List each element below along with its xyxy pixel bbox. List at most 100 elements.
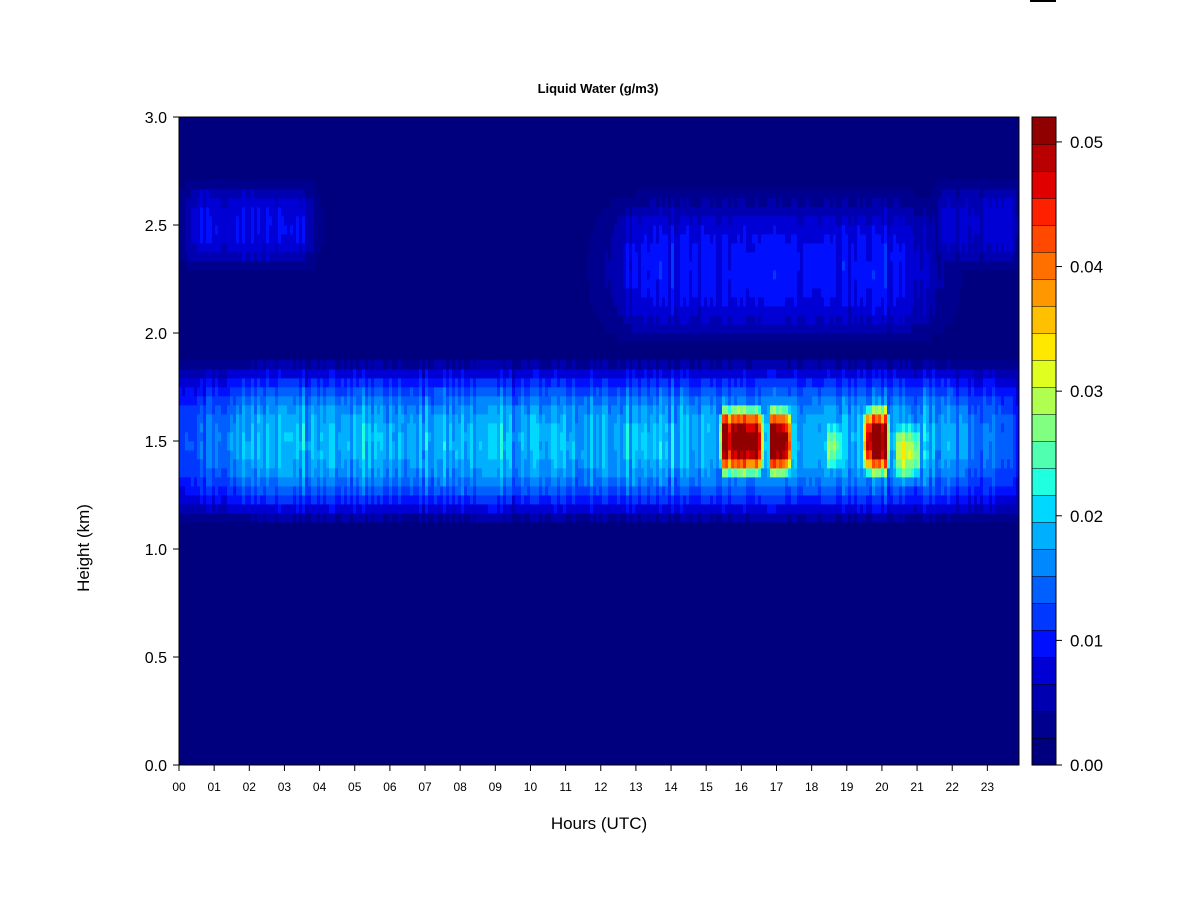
heatmap-cell [281, 378, 285, 388]
heatmap-cell [626, 486, 630, 496]
heatmap-cell [692, 297, 696, 307]
heatmap-cell [647, 333, 651, 343]
heatmap-cell [452, 360, 456, 370]
heatmap-cell [728, 378, 732, 388]
heatmap-cell [542, 396, 546, 406]
heatmap-cell [230, 198, 234, 208]
heatmap-cell [398, 414, 402, 424]
heatmap-cell [242, 414, 246, 424]
heatmap-cell [692, 414, 696, 424]
heatmap-cell [305, 504, 309, 514]
heatmap-cell [341, 423, 345, 433]
heatmap-cell [182, 441, 186, 451]
heatmap-cell [401, 477, 405, 487]
heatmap-cell [665, 261, 669, 271]
heatmap-cell [593, 405, 597, 415]
heatmap-cell [371, 477, 375, 487]
heatmap-cell [311, 504, 315, 514]
heatmap-cell [440, 387, 444, 397]
heatmap-cell [335, 468, 339, 478]
heatmap-cell [275, 405, 279, 415]
heatmap-cell [590, 495, 594, 505]
heatmap-cell [506, 441, 510, 451]
heatmap-cell [377, 378, 381, 388]
heatmap-cell [443, 405, 447, 415]
heatmap-cell [725, 234, 729, 244]
heatmap-cell [653, 495, 657, 505]
heatmap-cell [722, 333, 726, 343]
heatmap-cell [218, 216, 222, 226]
heatmap-cell [290, 378, 294, 388]
heatmap-cell [194, 477, 198, 487]
heatmap-cell [692, 207, 696, 217]
heatmap-cell [707, 315, 711, 325]
heatmap-cell [641, 459, 645, 469]
heatmap-cell [635, 432, 639, 442]
heatmap-cell [194, 369, 198, 379]
heatmap-cell [470, 378, 474, 388]
heatmap-cell [311, 396, 315, 406]
heatmap-cell [749, 495, 753, 505]
heatmap-cell [680, 495, 684, 505]
heatmap-cell [557, 405, 561, 415]
heatmap-cell [542, 360, 546, 370]
heatmap-cell [695, 207, 699, 217]
heatmap-cell [641, 504, 645, 514]
heatmap-cell [254, 261, 258, 271]
heatmap-cell [275, 495, 279, 505]
heatmap-cell [290, 477, 294, 487]
heatmap-cell [593, 504, 597, 514]
heatmap-cell [674, 261, 678, 271]
heatmap-cell [260, 477, 264, 487]
heatmap-cell [554, 486, 558, 496]
heatmap-cell [689, 261, 693, 271]
heatmap-cell [638, 369, 642, 379]
heatmap-cell [431, 360, 435, 370]
heatmap-cell [713, 306, 717, 316]
heatmap-cell [575, 459, 579, 469]
heatmap-cell [671, 459, 675, 469]
heatmap-cell [332, 369, 336, 379]
heatmap-cell [623, 450, 627, 460]
heatmap-cell [758, 333, 762, 343]
heatmap-cell [497, 504, 501, 514]
heatmap-cell [467, 459, 471, 469]
heatmap-cell [590, 450, 594, 460]
heatmap-cell [764, 459, 768, 469]
heatmap-cell [371, 432, 375, 442]
heatmap-cell [752, 315, 756, 325]
heatmap-cell [590, 288, 594, 298]
heatmap-cell [470, 459, 474, 469]
heatmap-cell [761, 297, 765, 307]
heatmap-cell [425, 504, 429, 514]
heatmap-cell [596, 378, 600, 388]
heatmap-cell [722, 378, 726, 388]
heatmap-cell [392, 504, 396, 514]
heatmap-cell [362, 369, 366, 379]
heatmap-cell [563, 459, 567, 469]
heatmap-cell [656, 405, 660, 415]
heatmap-cell [701, 198, 705, 208]
heatmap-cell [386, 486, 390, 496]
heatmap-cell [509, 387, 513, 397]
heatmap-cell [191, 243, 195, 253]
heatmap-cell [218, 486, 222, 496]
heatmap-cell [665, 369, 669, 379]
heatmap-cell [191, 450, 195, 460]
heatmap-cell [569, 414, 573, 424]
heatmap-cell [467, 360, 471, 370]
heatmap-cell [620, 360, 624, 370]
heatmap-cell [530, 414, 534, 424]
heatmap-cell [602, 459, 606, 469]
heatmap-cell [203, 216, 207, 226]
heatmap-cell [680, 216, 684, 226]
heatmap-cell [299, 441, 303, 451]
heatmap-cell [305, 189, 309, 199]
heatmap-cell [521, 468, 525, 478]
heatmap-cell [659, 198, 663, 208]
heatmap-cell [239, 495, 243, 505]
heatmap-cell [656, 459, 660, 469]
heatmap-cell [761, 315, 765, 325]
heatmap-cell [662, 450, 666, 460]
heatmap-cell [371, 495, 375, 505]
